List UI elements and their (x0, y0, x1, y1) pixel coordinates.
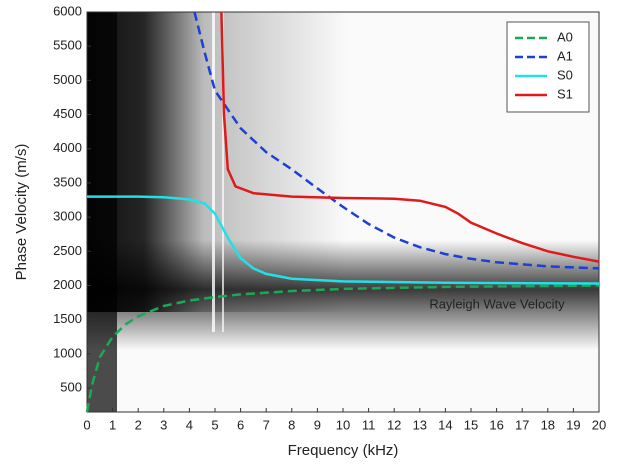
x-tick-label: 6 (237, 417, 244, 432)
y-axis-label: Phase Velocity (m/s) (13, 144, 30, 281)
x-tick-label: 7 (263, 417, 270, 432)
x-tick-label: 12 (387, 417, 401, 432)
x-tick-label: 13 (413, 417, 427, 432)
x-tick-label: 0 (83, 417, 90, 432)
legend-label: A0 (557, 29, 573, 44)
x-tick-label: 17 (515, 417, 529, 432)
y-tick-label: 3500 (53, 174, 82, 189)
y-tick-label: 5500 (53, 38, 82, 53)
x-tick-label: 15 (464, 417, 478, 432)
x-tick-label: 10 (336, 417, 350, 432)
x-tick-label: 18 (541, 417, 555, 432)
y-tick-label: 500 (60, 380, 82, 395)
legend-box (506, 21, 590, 113)
x-tick-label: 8 (288, 417, 295, 432)
series-line (87, 195, 600, 285)
series-line (193, 11, 600, 270)
x-tick-label: 9 (314, 417, 321, 432)
series-line (220, 11, 600, 263)
x-tick-label: 14 (438, 417, 452, 432)
x-tick-label: 2 (135, 417, 142, 432)
x-tick-label: 16 (489, 417, 503, 432)
x-tick-label: 20 (592, 417, 606, 432)
y-tick-label: 2500 (53, 243, 82, 258)
x-tick-label: 11 (362, 417, 376, 432)
x-tick-label: 5 (211, 417, 218, 432)
legend-label: A1 (557, 48, 573, 63)
series-line (85, 284, 600, 413)
x-axis-label: Frequency (kHz) (288, 442, 399, 459)
y-tick-label: 1000 (53, 345, 82, 360)
y-tick-label: 1500 (53, 311, 82, 326)
y-tick-label: 3000 (53, 209, 82, 224)
legend-label: S1 (557, 86, 573, 101)
y-tick-label: 5000 (53, 72, 82, 87)
y-tick-label: 6000 (53, 3, 82, 18)
x-tick-label: 1 (109, 417, 116, 432)
y-tick-label: 2000 (53, 277, 82, 292)
y-tick-label: 4000 (53, 140, 82, 155)
x-tick-label: 4 (186, 417, 193, 432)
x-tick-label: 3 (160, 417, 167, 432)
x-tick-label: 19 (566, 417, 580, 432)
annotation: Rayleigh Wave Velocity (429, 296, 565, 311)
y-tick-label: 4500 (53, 106, 82, 121)
legend-label: S0 (557, 67, 573, 82)
